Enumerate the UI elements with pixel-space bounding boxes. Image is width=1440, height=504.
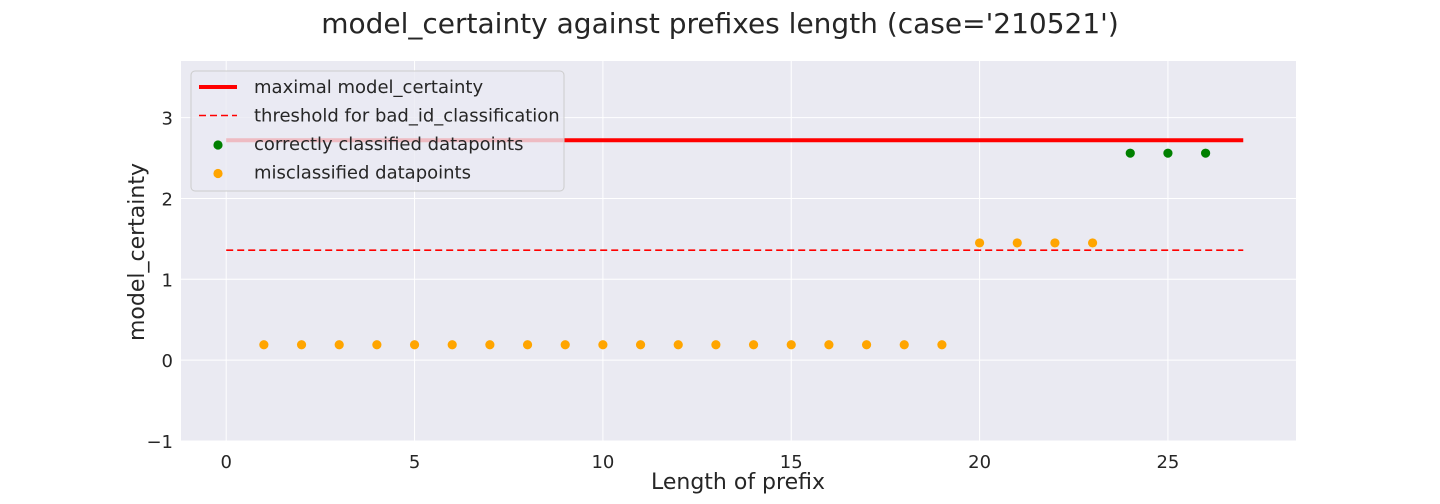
misclassified-point <box>1087 238 1098 248</box>
x-ticks: 0 5 10 15 20 25 <box>220 452 1179 473</box>
legend-label: correctly classified datapoints <box>254 134 523 155</box>
legend-dot-swatch <box>213 168 223 179</box>
y-ticks: −1 0 1 2 3 <box>146 109 173 453</box>
misclassified-point <box>635 340 646 350</box>
x-tick-label: 5 <box>409 452 420 473</box>
misclassified-point <box>937 340 947 350</box>
legend-label: misclassified datapoints <box>254 163 471 184</box>
misclassified-point <box>522 340 533 350</box>
x-tick-label: 15 <box>780 452 803 473</box>
legend: maximal model_certainty threshold for bad… <box>190 70 565 192</box>
misclassified-point <box>711 340 721 350</box>
misclassified-point <box>786 340 796 350</box>
x-tick-label: 25 <box>1156 452 1179 473</box>
misclassified-point <box>259 340 269 350</box>
misclassified-point <box>409 340 420 350</box>
misclassified-point <box>1012 238 1022 248</box>
misclassified-point <box>899 340 909 350</box>
correct-point <box>1200 148 1211 158</box>
legend-label: maximal model_certainty <box>254 77 483 98</box>
y-tick-label: 3 <box>162 109 173 130</box>
x-axis-label: Length of prefix <box>651 470 825 495</box>
correct-point <box>1163 148 1173 158</box>
x-tick-label: 0 <box>220 452 231 473</box>
misclassified-point <box>673 340 683 350</box>
misclassified-point <box>372 340 382 350</box>
misclassified-point <box>296 340 307 350</box>
legend-dot-swatch <box>213 140 223 150</box>
misclassified-point <box>748 340 759 350</box>
y-tick-label: 1 <box>162 270 173 291</box>
misclassified-point <box>861 340 872 350</box>
misclassified-point <box>1050 238 1060 248</box>
misclassified-point <box>974 238 985 248</box>
correct-point <box>1125 148 1135 158</box>
x-tick-label: 20 <box>968 452 991 473</box>
misclassified-point <box>485 340 495 350</box>
legend-label: threshold for bad_id_classification <box>254 106 560 127</box>
y-tick-label: 2 <box>162 189 173 210</box>
misclassified-point <box>598 340 608 350</box>
y-tick-label: 0 <box>162 351 173 372</box>
x-tick-label: 10 <box>591 452 614 473</box>
misclassified-point <box>560 340 570 350</box>
misclassified-point <box>824 340 834 350</box>
legend-box <box>190 70 565 192</box>
data-points <box>259 148 1211 350</box>
misclassified-point <box>334 340 344 350</box>
chart-title: model_certainty against prefixes length … <box>321 7 1119 40</box>
y-tick-label: −1 <box>146 432 173 453</box>
y-axis-label: model_certainty <box>125 163 150 341</box>
misclassified-point <box>447 340 457 350</box>
